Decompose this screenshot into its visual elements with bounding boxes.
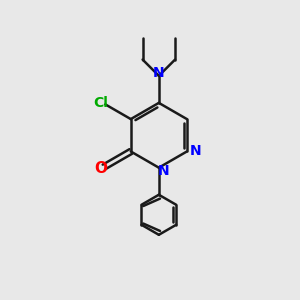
Text: N: N [189,145,201,158]
Text: N: N [158,164,169,178]
Text: Cl: Cl [93,96,108,110]
Text: O: O [94,161,107,176]
Text: N: N [153,66,165,80]
